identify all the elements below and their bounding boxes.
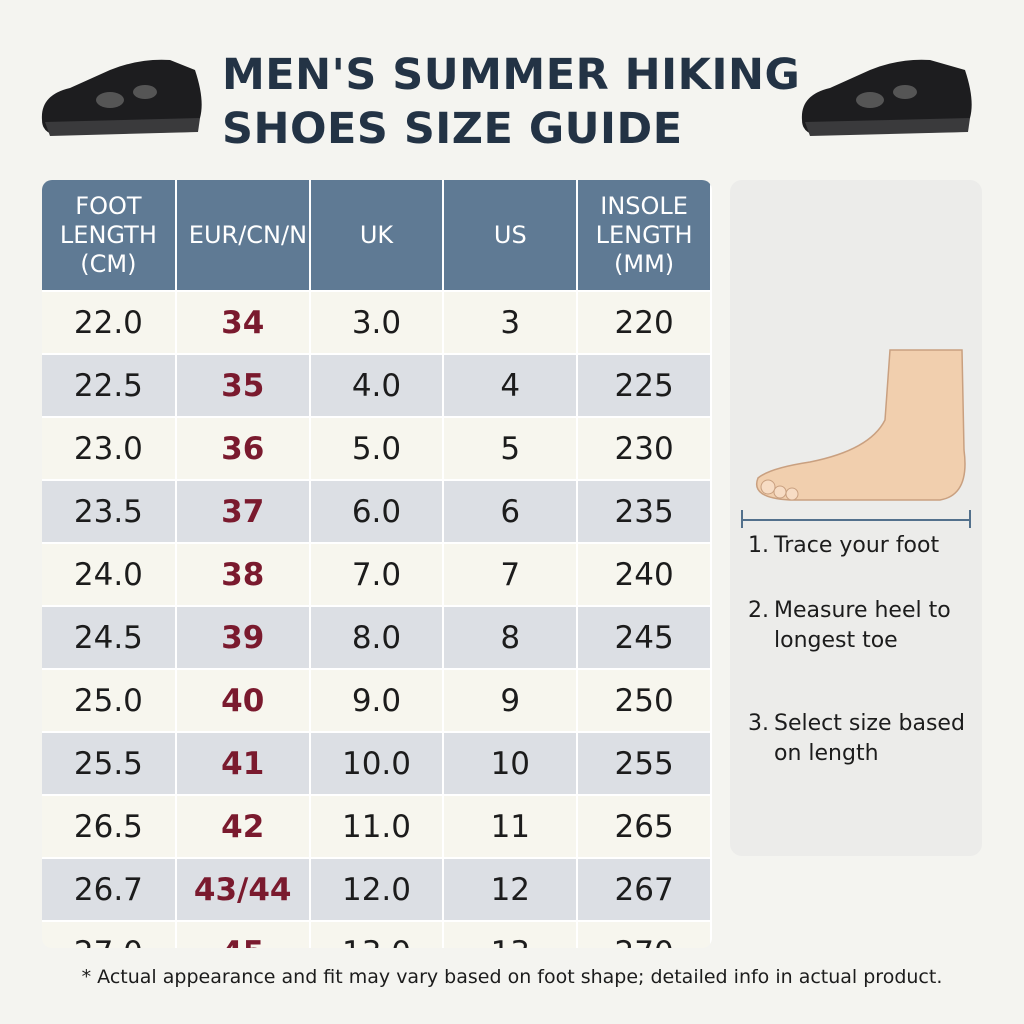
table-row: 27.04513.013270	[42, 920, 712, 948]
footnote: * Actual appearance and fit may vary bas…	[81, 966, 943, 988]
step-number: 2.	[748, 598, 769, 623]
table-cell: 40	[175, 668, 311, 732]
table-cell: 25.0	[42, 668, 177, 732]
table-cell: 23.5	[42, 479, 177, 543]
table-cell: 265	[577, 794, 712, 858]
table-cell: 37	[175, 479, 311, 543]
table-cell: 26.5	[42, 794, 177, 858]
table-cell: 7.0	[309, 542, 445, 606]
table-row: 26.5 42 11.0 11 265	[42, 794, 712, 858]
table-cell: 245	[577, 605, 712, 669]
title-line: SHOES SIZE GUIDE	[222, 104, 683, 154]
table-cell: 4.0	[309, 353, 445, 417]
table-cell: 42	[175, 794, 311, 858]
table-cell: 12.0	[309, 857, 445, 921]
table-cell: 4	[443, 353, 579, 417]
table-cell: 8	[443, 605, 579, 669]
shoe-right	[801, 59, 972, 136]
step: 1. Trace your foot	[748, 531, 988, 561]
table-cell: 26.7	[42, 857, 177, 921]
table-cell: 13	[443, 920, 579, 948]
instruction-panel	[730, 180, 982, 856]
table-cell: 11.0	[309, 794, 445, 858]
table-row: 24.5 39 8.0 8 245	[42, 605, 712, 669]
table-cell: 7	[443, 542, 579, 606]
title-line: MEN'S SUMMER HIKING	[222, 50, 801, 100]
shoe-left	[41, 59, 202, 136]
foot-illustration	[741, 349, 971, 528]
table-cell: 13.0	[309, 920, 445, 948]
table-cell: 250	[577, 668, 712, 732]
table-cell: 34	[175, 290, 311, 354]
table-cell: 3.0	[309, 290, 445, 354]
table-cell: 240	[577, 542, 712, 606]
step-number: 1.	[748, 533, 769, 558]
table-cell: 270	[577, 920, 712, 948]
step-text: Select size based on length	[774, 711, 965, 766]
table-cell: 235	[577, 479, 712, 543]
table-row: 22.5 35 4.0 4 225	[42, 353, 712, 417]
table-cell: 6.0	[309, 479, 445, 543]
table-cell: 9	[443, 668, 579, 732]
title: MEN'S SUMMER HIKING SHOES SIZE GUIDE	[222, 48, 822, 156]
step-text: Measure heel to longest toe	[774, 598, 951, 653]
table-cell: 267	[577, 857, 712, 921]
table-cell: 45	[175, 920, 311, 948]
table-cell: 10	[443, 731, 579, 795]
table-cell: 9.0	[309, 668, 445, 732]
table-cell: 24.0	[42, 542, 177, 606]
table-cell: 6	[443, 479, 579, 543]
column-header: US	[443, 180, 579, 291]
table-cell: 24.5	[42, 605, 177, 669]
table-cell: 255	[577, 731, 712, 795]
table-cell: 38	[175, 542, 311, 606]
table-body: 22.0 34 3.0 3 220 22.5 35 4.0 4 225 23.0 36 5.0 5 230 2…	[42, 290, 712, 948]
table-cell: 230	[577, 416, 712, 480]
column-header: EUR/CN/N	[175, 180, 311, 291]
table-row: 26.7 43/44 12.0 12 267	[42, 857, 712, 921]
column-header: INSOLE LENGTH (MM)	[577, 180, 712, 291]
table-cell: 5.0	[309, 416, 445, 480]
table-cell: 10.0	[309, 731, 445, 795]
table-row: 22.0 34 3.0 3 220	[42, 290, 712, 354]
table-cell: 8.0	[309, 605, 445, 669]
table-cell: 41	[175, 731, 311, 795]
table-cell: 23.0	[42, 416, 177, 480]
table-cell: 43/44	[175, 857, 311, 921]
column-header: UK	[309, 180, 445, 291]
table-cell: 22.0	[42, 290, 177, 354]
table: FOOT LENGTH (CM) EUR/CN/N UK US INSOLE LENGT…	[42, 180, 712, 948]
table-cell: 12	[443, 857, 579, 921]
table-cell: 220	[577, 290, 712, 354]
step-text: Trace your foot	[774, 533, 940, 558]
table-cell: 36	[175, 416, 311, 480]
table-cell: 225	[577, 353, 712, 417]
table-cell: 35	[175, 353, 311, 417]
size-table: FOOT LENGTH (CM) EUR/CN/N UK US INSOLE LENGT…	[42, 180, 712, 948]
header-row: FOOT LENGTH (CM) EUR/CN/N UK US INSOLE LENGT…	[42, 180, 712, 291]
table-cell: 5	[443, 416, 579, 480]
table-cell: 22.5	[42, 353, 177, 417]
table-cell: 11	[443, 794, 579, 858]
step: 3. Select size based on length	[748, 709, 988, 769]
table-cell: 27.0	[42, 920, 177, 948]
table-row: 25.0 40 9.0 9 250	[42, 668, 712, 732]
table-row: 23.5 37 6.0 6 235	[42, 479, 712, 543]
step-number: 3.	[748, 711, 769, 736]
column-header: FOOT LENGTH (CM)	[42, 180, 177, 291]
step: 2. Measure heel to longest toe	[748, 596, 988, 656]
table-row: 25.5 41 10.0 10 255	[42, 731, 712, 795]
table-row: 24.0 38 7.0 7 240	[42, 542, 712, 606]
table-cell: 25.5	[42, 731, 177, 795]
table-row: 23.0 36 5.0 5 230	[42, 416, 712, 480]
table-cell: 3	[443, 290, 579, 354]
table-cell: 39	[175, 605, 311, 669]
